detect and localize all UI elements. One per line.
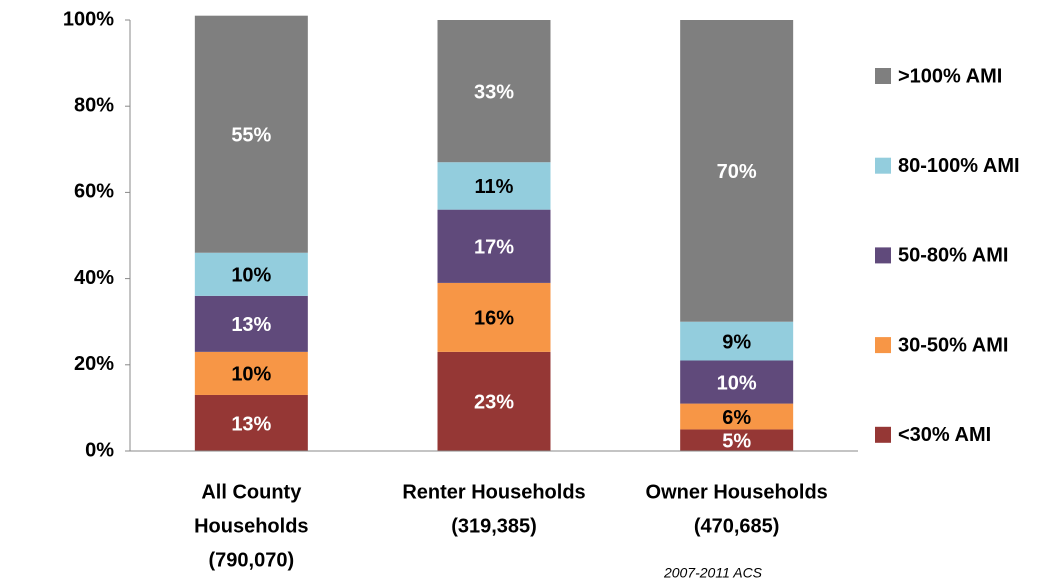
data-label: 6% xyxy=(722,407,751,429)
source-note: 2007-2011 ACS xyxy=(663,565,763,581)
bar-segment xyxy=(680,20,794,322)
bar-segment xyxy=(680,321,794,361)
data-label: 55% xyxy=(231,124,271,146)
bar-segment xyxy=(194,15,308,253)
data-label: 70% xyxy=(717,161,757,183)
y-tick-label: 40% xyxy=(74,267,114,289)
bar-segment xyxy=(194,394,308,451)
bar-segment xyxy=(680,360,794,404)
x-tick-label: Owner Households xyxy=(646,481,828,503)
data-label: 13% xyxy=(231,314,271,336)
data-label: 11% xyxy=(475,176,514,198)
y-tick-label: 60% xyxy=(74,181,114,203)
y-tick-label: 80% xyxy=(74,94,114,116)
legend-swatch xyxy=(875,157,891,174)
bar-segment xyxy=(194,351,308,395)
bar-segment xyxy=(680,403,794,430)
data-label: 5% xyxy=(722,431,751,453)
bar-segment xyxy=(437,209,551,283)
data-label: 16% xyxy=(474,308,514,330)
x-tick-label: (470,685) xyxy=(694,515,780,537)
legend-label: >100% AMI xyxy=(898,65,1002,87)
bar-segment xyxy=(194,295,308,352)
data-label: 13% xyxy=(231,413,271,435)
legend-swatch xyxy=(875,68,891,84)
legend-swatch xyxy=(875,247,891,264)
legend-label: <30% AMI xyxy=(898,424,991,446)
bar-segment xyxy=(194,252,308,296)
data-label: 10% xyxy=(231,364,271,386)
x-tick-label: Households xyxy=(194,515,308,537)
y-tick-label: 100% xyxy=(63,8,114,30)
legend-label: 50-80% AMI xyxy=(898,245,1008,267)
x-tick-label: All County xyxy=(201,481,302,503)
data-label: 33% xyxy=(474,81,514,103)
y-tick-label: 20% xyxy=(74,353,114,375)
legend-label: 80-100% AMI xyxy=(898,155,1020,177)
data-label: 9% xyxy=(722,331,751,353)
bar-segment xyxy=(437,282,551,352)
legend-swatch xyxy=(875,337,891,354)
bar-segment xyxy=(437,162,551,210)
x-tick-label: (790,070) xyxy=(209,549,295,571)
x-tick-label: (319,385) xyxy=(451,515,537,537)
legend-swatch xyxy=(875,426,891,443)
legend-label: 30-50% AMI xyxy=(898,334,1008,356)
data-label: 17% xyxy=(474,237,514,259)
y-tick-label: 0% xyxy=(85,439,114,461)
x-tick-label: Renter Households xyxy=(402,481,585,503)
data-label: 10% xyxy=(717,372,757,394)
data-label: 23% xyxy=(474,392,514,414)
bar-segment xyxy=(437,351,551,451)
bar-segment xyxy=(680,429,794,451)
data-label: 10% xyxy=(231,265,271,287)
bar-segment xyxy=(437,20,551,163)
